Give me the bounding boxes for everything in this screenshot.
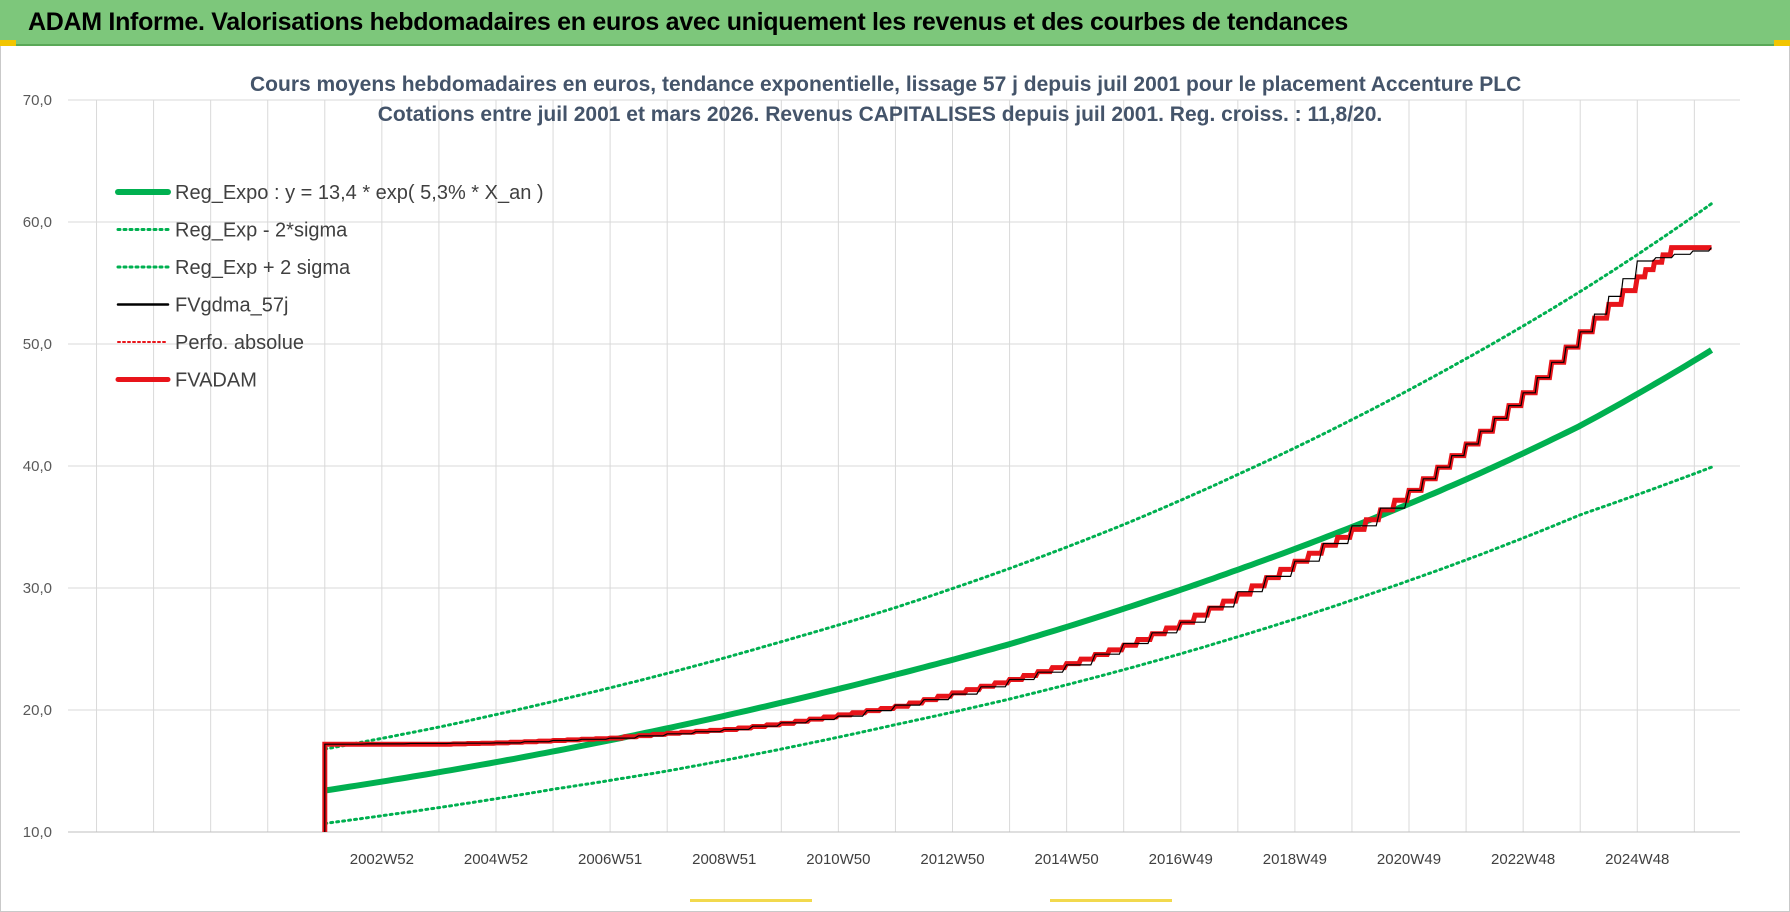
x-tick-label: 2022W48 xyxy=(1491,851,1555,868)
legend-label: Perfo. absolue xyxy=(175,332,304,354)
x-tick-label: 2014W50 xyxy=(1035,851,1099,868)
x-tick-label: 2006W51 xyxy=(578,851,642,868)
y-tick-label: 40,0 xyxy=(23,458,52,475)
chart-subtitle: Cotations entre juil 2001 et mars 2026. … xyxy=(377,103,1383,126)
y-tick-label: 10,0 xyxy=(23,824,52,841)
series-fvadam xyxy=(322,245,1712,832)
yellow-mark-left xyxy=(690,899,812,902)
legend-label: FVgdma_57j xyxy=(175,295,288,317)
corner-marker-right xyxy=(1774,40,1790,46)
x-tick-label: 2002W52 xyxy=(350,851,414,868)
legend-label: Reg_Exp - 2*sigma xyxy=(175,220,348,242)
banner: ADAM Informe. Valorisations hebdomadaire… xyxy=(0,0,1790,46)
legend-label: FVADAM xyxy=(175,370,257,392)
series-reg-exp-plus-2sigma xyxy=(323,202,1713,751)
x-tick-label: 2010W50 xyxy=(806,851,870,868)
y-tick-label: 20,0 xyxy=(23,702,52,719)
x-tick-label: 2004W52 xyxy=(464,851,528,868)
yellow-mark-right xyxy=(1050,899,1172,902)
y-tick-label: 70,0 xyxy=(23,92,52,109)
x-tick-label: 2012W50 xyxy=(920,851,984,868)
chart-title: Cours moyens hebdomadaires en euros, ten… xyxy=(250,73,1522,96)
series-reg-expo xyxy=(324,347,1714,794)
corner-marker-left xyxy=(0,40,16,46)
x-tick-label: 2016W49 xyxy=(1149,851,1213,868)
x-tick-label: 2024W48 xyxy=(1605,851,1669,868)
legend-label: Reg_Exp + 2 sigma xyxy=(175,257,351,279)
x-tick-label: 2018W49 xyxy=(1263,851,1327,868)
y-tick-label: 50,0 xyxy=(23,336,52,353)
y-tick-label: 60,0 xyxy=(23,214,52,231)
series-fvgdma-57j xyxy=(324,247,1712,832)
banner-title: ADAM Informe. Valorisations hebdomadaire… xyxy=(28,8,1349,36)
x-tick-label: 2020W49 xyxy=(1377,851,1441,868)
x-tick-label: 2008W51 xyxy=(692,851,756,868)
chart-title-block: Cours moyens hebdomadaires en euros, ten… xyxy=(250,70,1522,130)
y-tick-label: 30,0 xyxy=(23,580,52,597)
legend-label: Reg_Expo : y = 13,4 * exp( 5,3% * X_an ) xyxy=(175,182,544,204)
series-reg-exp-minus-2sigma xyxy=(323,465,1713,825)
